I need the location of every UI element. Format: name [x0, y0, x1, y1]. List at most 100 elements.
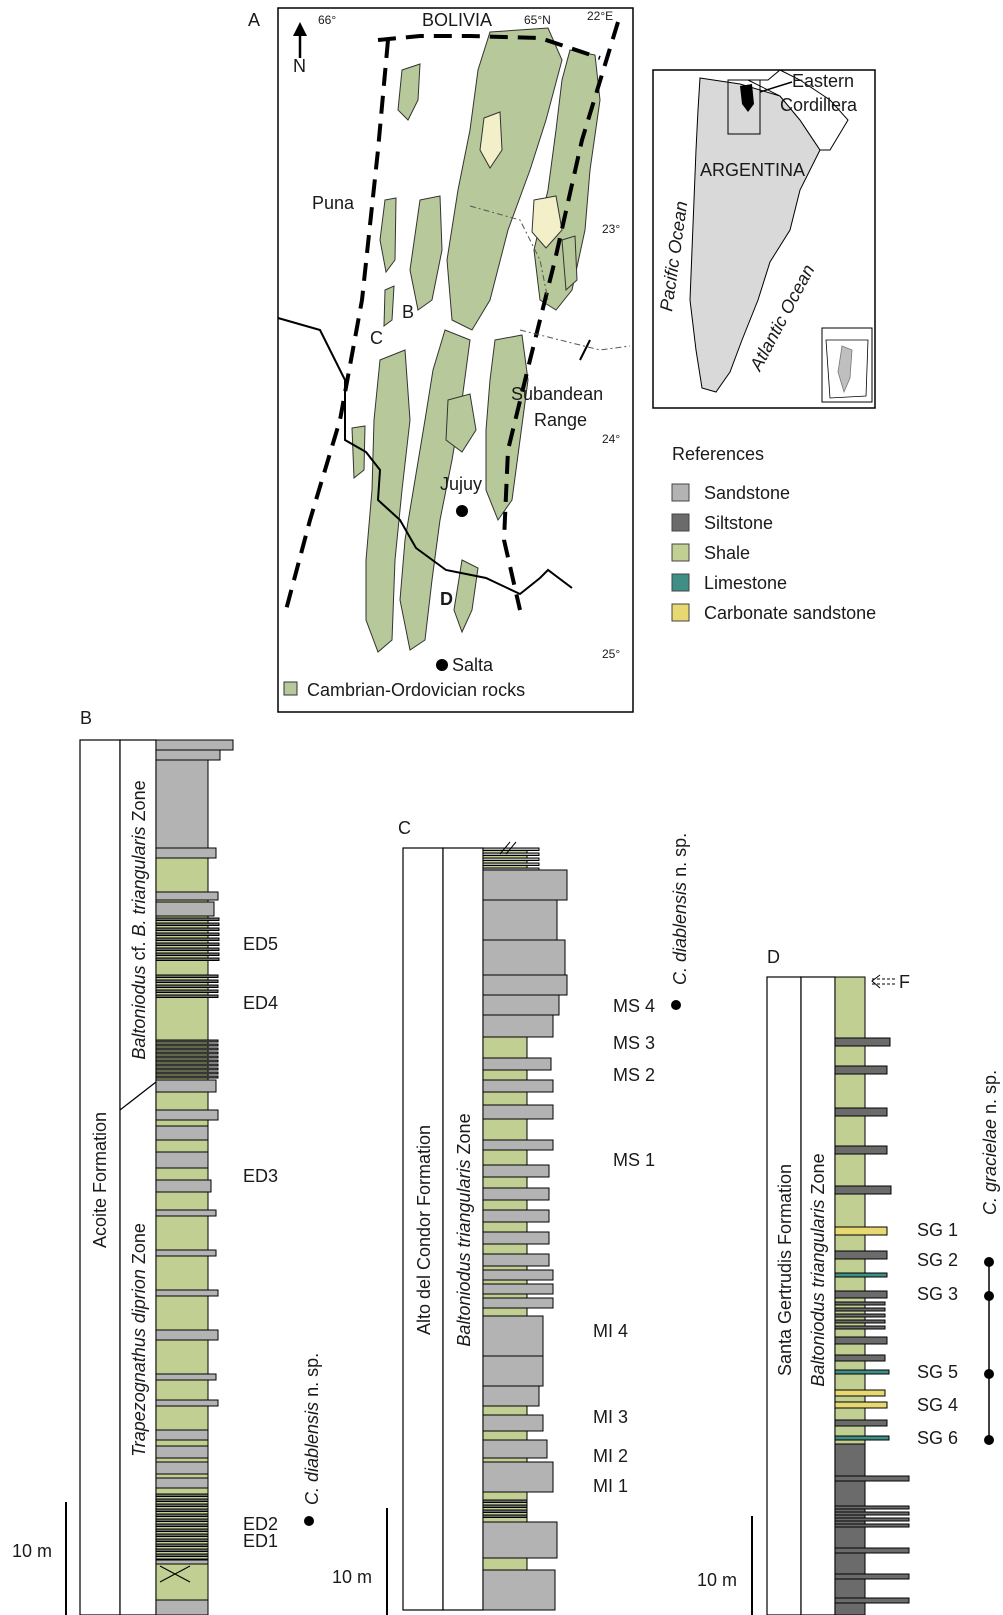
column-d-species: C. gracielae n. sp.	[980, 1070, 1000, 1215]
column-b-formation: Acoite Formation	[90, 1112, 110, 1248]
column-d-bed	[834, 1354, 886, 1362]
eastern-label-2: Cordillera	[780, 95, 858, 115]
column-b-bed	[155, 1063, 219, 1067]
scale-d-label: 10 m	[697, 1570, 737, 1590]
column-c-bed	[482, 1385, 540, 1407]
column-d-zone: Baltoniodus triangularis Zone	[808, 1153, 828, 1386]
column-b-bed	[155, 891, 219, 901]
column-c-bed	[482, 1269, 554, 1281]
column-c-species: C. diablensis n. sp.	[670, 833, 690, 985]
column-c-bed	[482, 1079, 554, 1093]
column-b-bed	[155, 974, 219, 978]
column-d-bed	[834, 1573, 910, 1580]
column-c-bed	[482, 1439, 548, 1459]
jujuy-dot	[456, 505, 468, 517]
column-d-bed	[834, 1419, 888, 1427]
column-d-bed	[834, 1272, 888, 1278]
sample-sg4: SG 4	[917, 1395, 958, 1415]
fault-label: F	[899, 972, 910, 992]
cover-mark	[159, 1565, 191, 1583]
column-c-bed	[482, 1355, 544, 1387]
panel-label-a: A	[248, 10, 260, 30]
sample-ms2: MS 2	[613, 1065, 655, 1085]
column-c-bed	[482, 974, 568, 996]
column-b-bed	[155, 922, 220, 926]
column-b-bed	[155, 1249, 217, 1257]
map-lines	[277, 317, 591, 596]
location-b-label: B	[402, 302, 414, 322]
column-d-bed	[834, 1597, 910, 1604]
column-c-bed	[482, 994, 560, 1016]
sample-sg2: SG 2	[917, 1250, 958, 1270]
column-b-bed	[155, 1493, 209, 1497]
region-boundaries	[284, 21, 620, 611]
column-d-bed	[834, 1226, 888, 1236]
legend-label-1: Siltstone	[704, 513, 773, 533]
column-b-bed	[155, 1329, 219, 1341]
column-d-bed	[834, 1517, 910, 1522]
species-d-range	[984, 1257, 994, 1445]
break-mark	[505, 841, 517, 855]
panel-label-c: C	[398, 818, 411, 838]
subandean-label-1: Subandean	[511, 384, 603, 404]
column-d-bed	[834, 1443, 866, 1615]
column-c-bed	[482, 1139, 554, 1151]
column-b-bed	[155, 942, 220, 946]
column-b-bed	[155, 1518, 209, 1522]
column-b-zone-lower: Trapezognathus diprion Zone	[129, 1223, 149, 1457]
column-b-bed	[155, 1498, 209, 1502]
column-b-bed	[155, 937, 220, 941]
column-c-bed	[482, 1499, 528, 1503]
sample-ed1: ED1	[243, 1531, 278, 1551]
salta-label: Salta	[452, 655, 494, 675]
species-b-dot	[304, 1516, 314, 1526]
study-area-mark	[740, 84, 754, 112]
sample-ed3: ED3	[243, 1166, 278, 1186]
column-d-bed	[834, 1313, 886, 1318]
column-c-bed	[482, 939, 566, 976]
column-b-bed	[155, 1445, 209, 1459]
legend-swatch-4	[671, 603, 690, 622]
column-d-bed	[834, 1511, 910, 1516]
legend-swatch-0	[671, 483, 690, 502]
column-c-bed	[482, 1414, 544, 1432]
rock-outcrops	[351, 27, 601, 653]
sample-mi4: MI 4	[593, 1321, 628, 1341]
column-c-bed	[482, 1104, 554, 1120]
lat-25-label: 25°	[602, 647, 620, 661]
column-b-species: C. diablensis n. sp.	[302, 1353, 322, 1505]
column-c-bed	[482, 1504, 528, 1508]
location-c-label: C	[370, 328, 383, 348]
column-b-bed	[155, 1399, 219, 1407]
subandean-label-2: Range	[534, 410, 587, 430]
column-b-bed	[155, 1538, 209, 1542]
column-c-bed	[482, 869, 568, 901]
column-d-bed	[834, 1145, 888, 1155]
column-b-bed	[155, 1047, 219, 1051]
column-b-bed	[155, 1477, 209, 1489]
column-c-bed	[482, 1521, 558, 1559]
column-d-bed	[834, 1523, 910, 1528]
column-b-bed	[155, 1209, 217, 1217]
column-b-bed	[155, 1043, 219, 1047]
column-b-bed	[155, 1179, 212, 1193]
column-d-bed	[834, 1037, 891, 1047]
inset-pointer	[759, 81, 793, 93]
sample-ms1: MS 1	[613, 1150, 655, 1170]
column-d-bed	[834, 1401, 888, 1409]
sample-ms4: MS 4	[613, 996, 655, 1016]
sample-mi3: MI 3	[593, 1407, 628, 1427]
break-mark	[499, 841, 511, 855]
column-b-bed	[155, 1548, 209, 1552]
column-c-bed	[482, 1509, 528, 1513]
column-d-bed	[834, 1369, 890, 1375]
column-c-bed	[482, 1014, 554, 1038]
legend-swatch-1	[671, 513, 690, 532]
column-b-bed	[155, 759, 209, 849]
sample-mi1: MI 1	[593, 1476, 628, 1496]
sample-ed2: ED2	[243, 1514, 278, 1534]
column-b-bed	[155, 994, 219, 998]
sample-sg5: SG 5	[917, 1362, 958, 1382]
column-c-bed	[482, 1253, 550, 1267]
